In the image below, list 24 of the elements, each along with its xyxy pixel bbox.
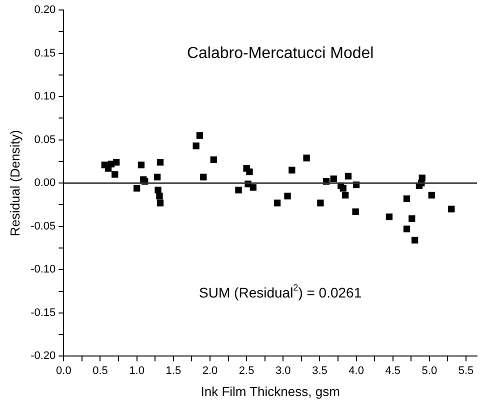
y-tick-label: 0.10 [34,90,56,103]
x-tick-label: 1.0 [129,364,144,377]
x-tick-label: 5.5 [458,364,474,377]
y-tick-label: -0.10 [30,264,56,276]
y-tick-label: 0.05 [34,134,56,146]
y-tick-label: 0.00 [34,177,56,190]
x-tick-label: 3.0 [275,364,291,377]
y-axis-title: Residual (Density) [7,130,22,236]
x-tick-label: 4.0 [348,364,364,377]
x-tick-label: 5.0 [422,364,438,377]
y-tick-label: -0.15 [30,306,56,319]
x-tick-label: 2.5 [238,364,254,377]
x-tick-label: 3.5 [312,364,328,377]
y-tick-label: 0.20 [34,4,56,16]
x-tick-label: 4.5 [385,364,401,377]
x-axis-title: Ink Film Thickness, gsm [200,384,340,399]
x-tick-label: 2.0 [202,364,218,377]
text: Calabro-Mercatucci Model [186,45,374,62]
y-tick-label: -0.20 [30,350,56,362]
y-tick-label: -0.05 [30,220,56,232]
x-tick-label: 0.0 [56,364,72,377]
x-tick-label: 0.5 [92,364,108,377]
y-tick-label: 0.15 [34,47,56,60]
x-tick-label: 1.5 [166,364,182,377]
